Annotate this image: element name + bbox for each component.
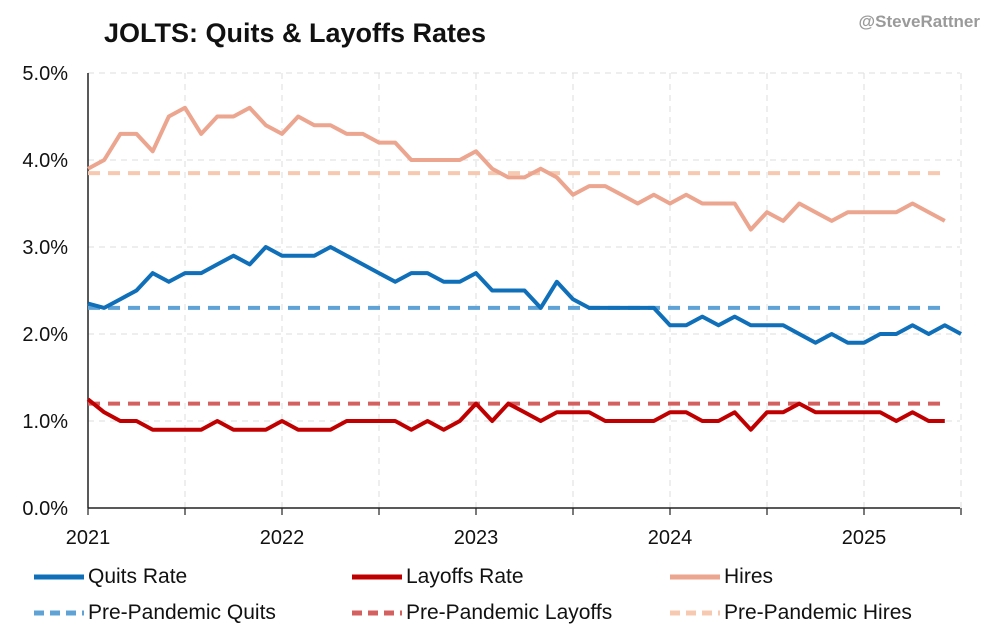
series-line-quits-rate [87,245,962,345]
axes [87,73,962,515]
legend-swatch [352,574,402,580]
y-tick-label: 1.0% [22,411,68,433]
x-tick-label: 2021 [66,527,111,549]
y-tick-label: 2.0% [22,324,68,346]
chart-title: JOLTS: Quits & Layoffs Rates [104,18,487,48]
legend-label: Layoffs Rate [406,565,524,588]
legend-item-hires: Hires [666,560,773,594]
legend-label: Hires [724,565,774,588]
legend-item-pre-pandemic-quits: Pre-Pandemic Quits [30,596,276,630]
series-lines [86,105,962,432]
legend-label: Pre-Pandemic Layoffs [406,601,613,624]
x-tick-labels: 2021 2022 2023 2024 2025 [66,527,887,549]
line-chart: 0.0%1.0%2.0%3.0%4.0%5.0% 2021 2022 2023 202… [22,63,962,549]
grid-lines [88,72,962,508]
legend-item-layoffs-rate: Layoffs Rate [348,560,524,594]
y-tick-labels: 0.0% 1.0% 2.0% 3.0% 4.0% 5.0% [22,63,68,520]
series-line-layoffs-rate [86,397,945,432]
y-tick-label: 3.0% [22,237,68,259]
x-tick-label: 2022 [260,527,305,549]
y-tick-label: 0.0% [22,498,68,520]
x-tick-label: 2024 [648,527,693,549]
legend-swatch [34,610,84,616]
legend-item-pre-pandemic-hires: Pre-Pandemic Hires [666,596,912,630]
legend: Quits Rate Layoffs Rate Hires Pre-Pandemic … [30,560,990,636]
series-line-hires [87,105,946,232]
legend-label: Pre-Pandemic Quits [88,601,276,624]
legend-label: Pre-Pandemic Hires [724,601,912,624]
legend-item-quits-rate: Quits Rate [30,560,187,594]
credit-watermark: @SteveRattner [858,12,980,31]
legend-label: Quits Rate [88,565,188,588]
x-tick-label: 2023 [454,527,499,549]
legend-swatch [670,574,720,580]
y-tick-label: 5.0% [22,63,68,85]
x-tick-label: 2025 [842,527,887,549]
legend-swatch [34,574,84,580]
y-tick-label: 4.0% [22,150,68,172]
legend-item-pre-pandemic-layoffs: Pre-Pandemic Layoffs [348,596,612,630]
legend-swatch [670,610,720,616]
legend-swatch [352,610,402,616]
